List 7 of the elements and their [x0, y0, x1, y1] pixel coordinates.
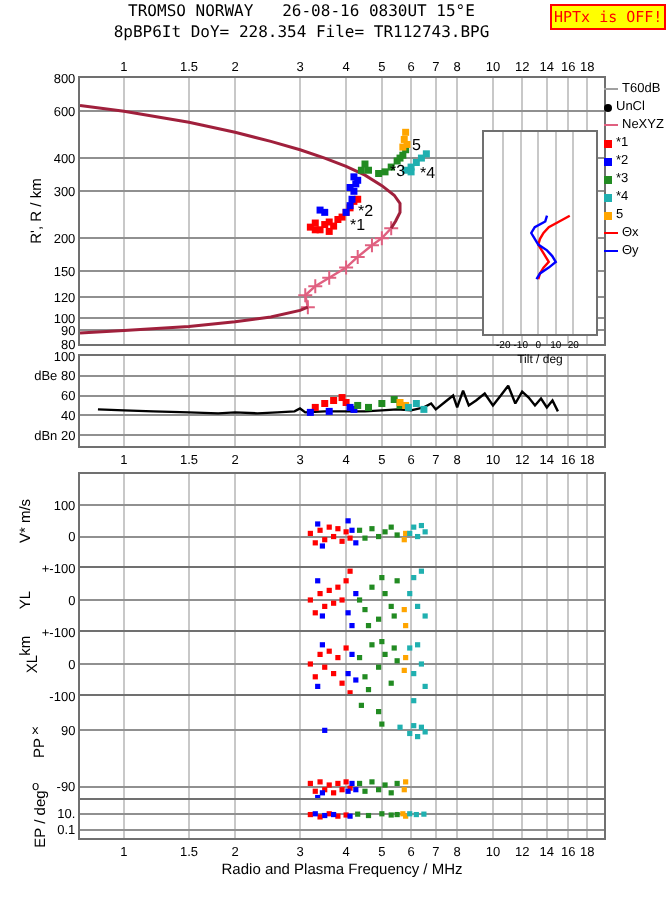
annotation: *3 [390, 162, 407, 180]
annotation: 5 [412, 136, 422, 154]
chart-title: TROMSO NORWAY 26-08-16 0830UT 15°E [128, 2, 476, 21]
chart-subtitle: 8pBP6It DoY= 228.354 File= TR112743.BPG [113, 23, 490, 41]
annotation: *4 [420, 164, 437, 182]
annotation: *1 [350, 216, 367, 234]
annotation: *2 [358, 202, 375, 220]
